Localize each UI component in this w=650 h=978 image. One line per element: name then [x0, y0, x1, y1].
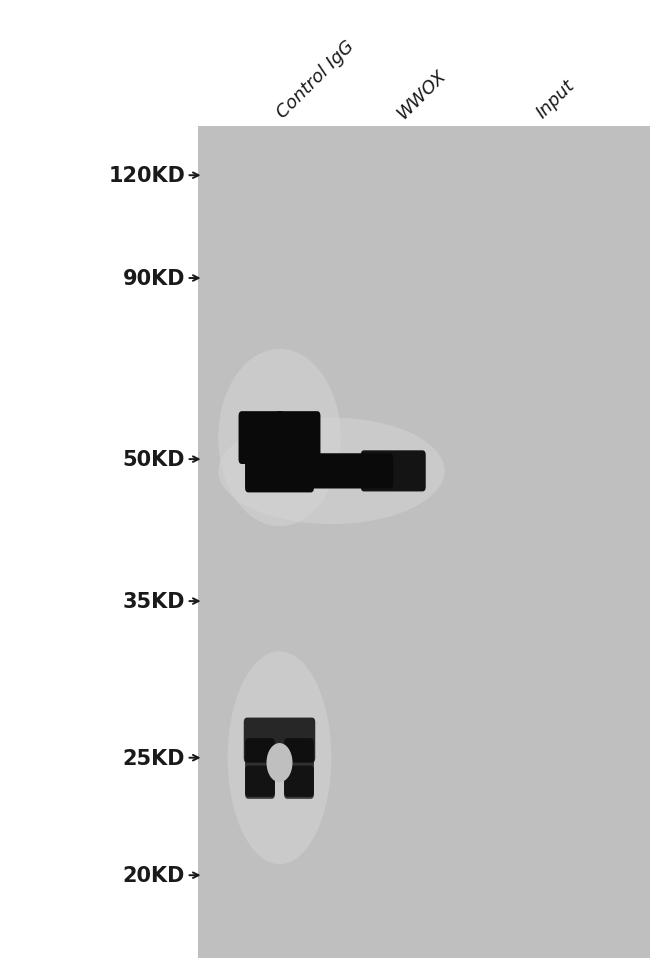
FancyBboxPatch shape — [275, 412, 320, 465]
FancyBboxPatch shape — [245, 738, 275, 797]
Ellipse shape — [218, 349, 341, 527]
Text: 120KD: 120KD — [109, 166, 185, 186]
FancyBboxPatch shape — [276, 454, 393, 489]
Text: Control IgG: Control IgG — [273, 38, 358, 122]
FancyBboxPatch shape — [284, 766, 314, 799]
Ellipse shape — [227, 651, 332, 865]
Text: WWOX: WWOX — [393, 67, 450, 122]
FancyBboxPatch shape — [361, 451, 426, 492]
Text: 50KD: 50KD — [123, 450, 185, 469]
Ellipse shape — [218, 419, 445, 524]
FancyBboxPatch shape — [284, 738, 314, 797]
Text: 90KD: 90KD — [123, 269, 185, 289]
Bar — [198, 127, 650, 958]
FancyBboxPatch shape — [245, 450, 314, 493]
Text: 25KD: 25KD — [123, 748, 185, 768]
Text: Input: Input — [533, 77, 578, 122]
FancyBboxPatch shape — [244, 718, 315, 763]
FancyBboxPatch shape — [239, 412, 284, 465]
Ellipse shape — [266, 743, 292, 782]
FancyBboxPatch shape — [263, 420, 296, 457]
FancyBboxPatch shape — [245, 766, 275, 799]
Text: 20KD: 20KD — [123, 866, 185, 885]
Text: 35KD: 35KD — [123, 592, 185, 611]
